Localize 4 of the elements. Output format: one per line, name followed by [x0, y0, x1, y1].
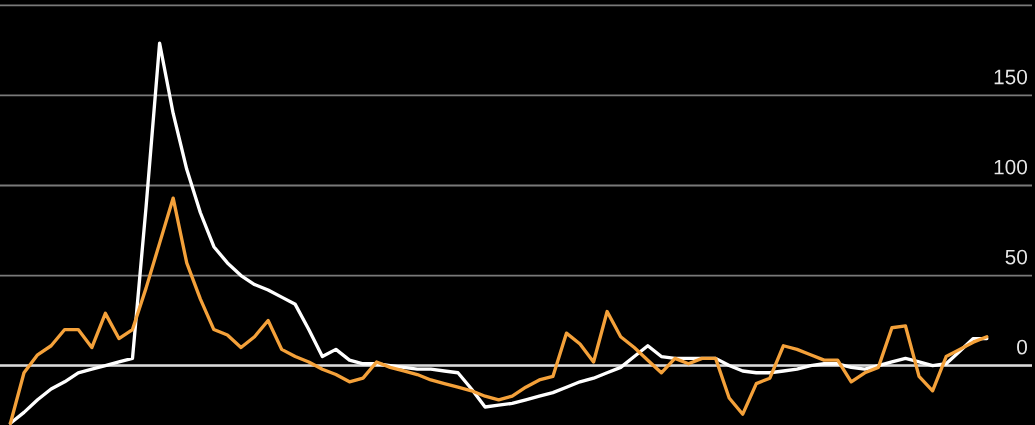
- y-tick-label: 100: [994, 159, 1028, 175]
- y-tick-label: 50: [1005, 249, 1028, 265]
- y-tick-label: 0: [1017, 339, 1028, 355]
- y-tick-label: 150: [994, 69, 1028, 85]
